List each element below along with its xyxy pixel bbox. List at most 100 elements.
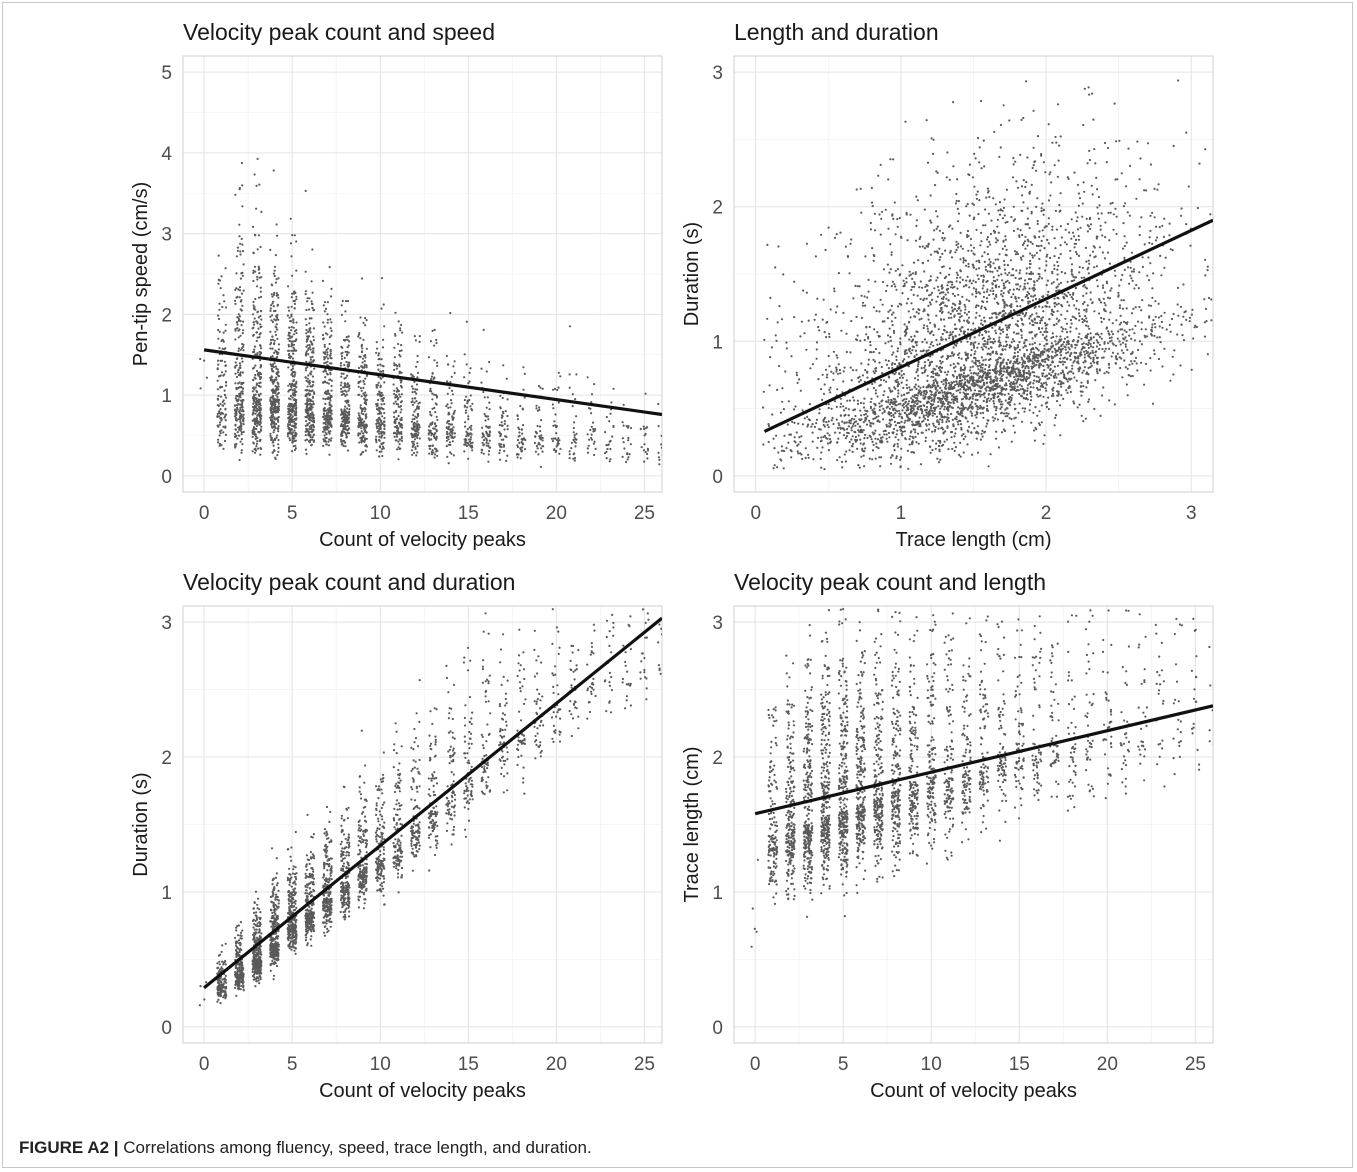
scatter-point	[1085, 349, 1088, 352]
scatter-point	[446, 380, 449, 383]
scatter-point	[1016, 314, 1019, 317]
scatter-point	[311, 302, 314, 306]
scatter-point	[434, 425, 437, 428]
scatter-point	[217, 425, 220, 428]
scatter-point	[256, 285, 259, 288]
scatter-point	[1040, 244, 1043, 247]
scatter-point	[956, 420, 959, 423]
scatter-point	[910, 406, 913, 410]
scatter-point	[815, 357, 818, 360]
scatter-point	[574, 438, 577, 441]
scatter-point	[967, 234, 970, 238]
scatter-point	[364, 414, 367, 417]
scatter-point	[1157, 302, 1160, 305]
scatter-point	[276, 416, 279, 419]
scatter-point	[375, 435, 378, 438]
scatter-point	[344, 310, 347, 313]
scatter-point	[1087, 325, 1090, 328]
scatter-point	[216, 415, 219, 419]
scatter-point	[270, 375, 273, 378]
scatter-point	[1044, 269, 1047, 272]
scatter-point	[925, 408, 929, 411]
scatter-point	[958, 300, 961, 303]
scatter-point	[488, 360, 491, 364]
scatter-point	[377, 430, 381, 433]
scatter-point	[834, 311, 838, 314]
scatter-point	[1158, 336, 1161, 339]
scatter-point	[339, 384, 342, 387]
scatter-point	[293, 429, 296, 432]
scatter-point	[253, 348, 256, 351]
scatter-point	[218, 347, 221, 350]
scatter-point	[241, 274, 244, 277]
scatter-point	[416, 388, 419, 391]
scatter-point	[394, 311, 397, 314]
scatter-point	[326, 353, 329, 356]
scatter-point	[910, 352, 913, 355]
scatter-point	[522, 388, 525, 391]
scatter-point	[309, 436, 312, 439]
scatter-point	[272, 421, 275, 425]
scatter-point	[241, 205, 244, 208]
scatter-point	[1040, 277, 1043, 280]
scatter-point	[913, 315, 916, 318]
scatter-point	[271, 451, 274, 454]
scatter-point	[435, 415, 438, 418]
scatter-point	[393, 368, 396, 371]
scatter-point	[1101, 284, 1105, 287]
scatter-point	[970, 372, 973, 375]
scatter-point	[340, 438, 343, 441]
x-tick-label: 25	[634, 503, 655, 524]
scatter-point	[400, 430, 403, 434]
scatter-point	[1091, 351, 1095, 354]
scatter-point	[835, 354, 838, 357]
scatter-point	[252, 307, 255, 310]
scatter-point	[222, 399, 225, 402]
scatter-point	[890, 313, 894, 316]
scatter-point	[970, 328, 973, 331]
scatter-point	[252, 279, 255, 283]
scatter-point	[398, 393, 401, 396]
scatter-point	[899, 413, 902, 416]
scatter-point	[1004, 408, 1007, 411]
scatter-point	[523, 396, 526, 399]
scatter-point	[376, 393, 379, 396]
scatter-point	[415, 392, 418, 395]
scatter-point	[218, 302, 221, 305]
scatter-point	[224, 433, 227, 436]
scatter-point	[327, 430, 331, 433]
scatter-point	[381, 445, 385, 448]
scatter-point	[1000, 431, 1004, 434]
scatter-point	[523, 372, 526, 375]
scatter-point	[1024, 185, 1027, 188]
scatter-point	[1035, 428, 1038, 431]
scatter-point	[309, 413, 312, 416]
scatter-point	[277, 427, 280, 430]
scatter-point	[395, 409, 398, 412]
scatter-point	[591, 421, 595, 424]
scatter-point	[344, 421, 347, 425]
scatter-point	[330, 412, 333, 415]
scatter-point	[418, 335, 421, 338]
scatter-point	[480, 367, 483, 370]
scatter-point	[329, 414, 332, 417]
scatter-point	[258, 183, 261, 186]
scatter-point	[220, 416, 223, 420]
scatter-point	[363, 410, 366, 413]
scatter-point	[253, 265, 257, 268]
scatter-point	[935, 380, 938, 383]
scatter-point	[990, 316, 993, 319]
scatter-point	[982, 399, 985, 403]
scatter-point	[433, 393, 436, 396]
scatter-point	[872, 443, 875, 446]
scatter-point	[255, 445, 258, 448]
scatter-point	[256, 419, 259, 422]
scatter-point	[1041, 316, 1045, 319]
scatter-point	[516, 456, 519, 459]
scatter-point	[1120, 172, 1123, 175]
scatter-point	[1206, 269, 1209, 272]
scatter-point	[288, 437, 291, 440]
scatter-point	[949, 312, 952, 315]
scatter-point	[241, 406, 244, 409]
scatter-point	[1089, 357, 1092, 360]
